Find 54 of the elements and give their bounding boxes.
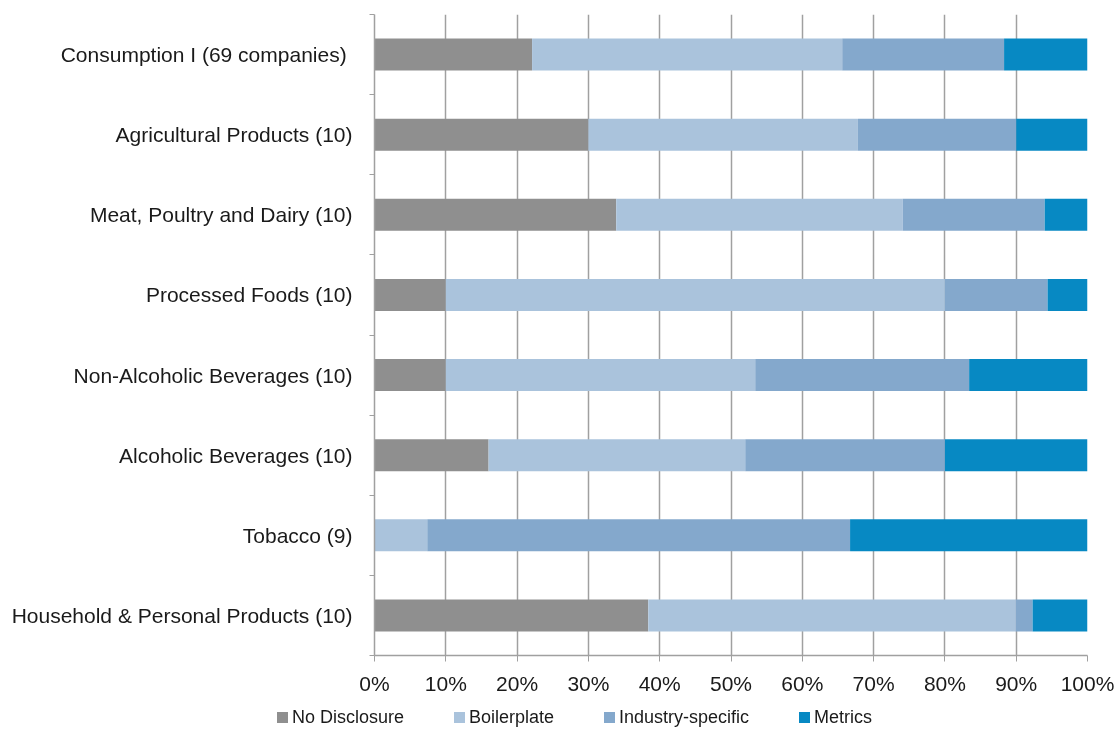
y-tick-label: Processed Foods (10) — [145, 283, 353, 307]
bar — [648, 599, 1016, 632]
bar — [374, 118, 589, 151]
bar — [1015, 599, 1033, 632]
y-tick-label: Alcoholic Beverages (10) — [119, 443, 353, 467]
x-tick-label: 10% — [424, 671, 467, 695]
bar — [374, 38, 533, 71]
bar — [588, 118, 858, 151]
bar — [374, 439, 489, 472]
bar — [850, 519, 1088, 552]
bar — [1044, 198, 1088, 231]
legend-label: Metrics — [814, 707, 873, 728]
bar — [902, 198, 1045, 231]
y-tick-label: Tobacco (9) — [242, 523, 353, 547]
x-tick-label: 90% — [995, 671, 1038, 695]
bar — [374, 519, 428, 552]
bar — [374, 599, 649, 632]
y-tick-label: Non-Alcoholic Beverages (10) — [73, 363, 353, 387]
bar — [1004, 38, 1088, 71]
y-tick-label: Household & Personal Products (10) — [11, 603, 353, 627]
legend-label: Industry-specific — [619, 707, 750, 728]
bar — [1016, 118, 1088, 151]
bar — [1032, 599, 1088, 632]
legend-label: Boilerplate — [468, 707, 555, 728]
bar — [445, 359, 756, 392]
bar — [1047, 278, 1088, 311]
x-tick-label: 70% — [852, 671, 895, 695]
y-tick-label: Consumption I (69 companies) — [60, 43, 347, 67]
bar — [755, 359, 970, 392]
bar — [374, 278, 446, 311]
x-tick-label: 50% — [709, 671, 753, 695]
legend-label: No Disclosure — [291, 707, 404, 728]
y-tick-label: Agricultural Products (10) — [115, 123, 353, 147]
x-tick-label: 40% — [638, 671, 681, 695]
y-tick-label: Meat, Poultry and Dairy (10) — [89, 203, 353, 227]
bar — [842, 38, 1005, 71]
bar — [445, 278, 945, 311]
bar — [374, 198, 617, 231]
bar — [616, 198, 903, 231]
x-tick-label: 100% — [1060, 671, 1115, 695]
bar — [532, 38, 843, 71]
x-tick-label: 30% — [567, 671, 610, 695]
bar — [944, 439, 1088, 472]
bar — [374, 359, 446, 392]
x-tick-label: 20% — [496, 671, 539, 695]
bar — [745, 439, 945, 472]
x-tick-label: 60% — [781, 671, 824, 695]
bar — [969, 359, 1088, 392]
x-tick-label: 0% — [359, 671, 390, 695]
bar — [488, 439, 746, 472]
bar — [857, 118, 1017, 151]
bar — [944, 278, 1048, 311]
x-tick-label: 80% — [923, 671, 966, 695]
bar — [427, 519, 851, 552]
